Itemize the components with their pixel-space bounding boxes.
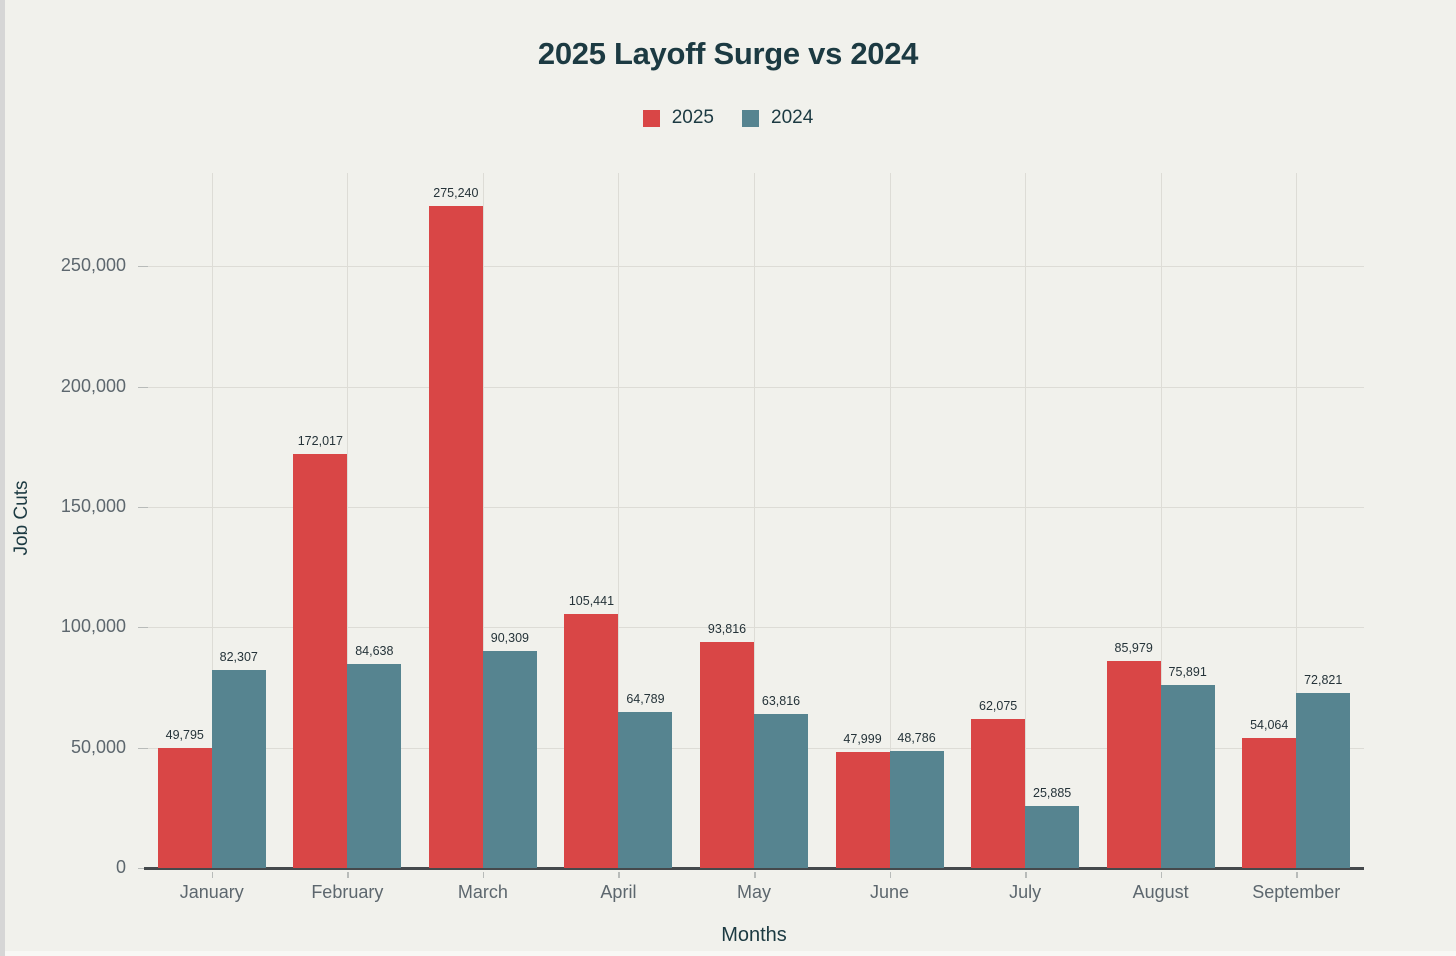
chart-legend: 2025 2024 xyxy=(0,107,1456,129)
legend-item-2024: 2024 xyxy=(742,107,813,129)
bar-2024-january xyxy=(211,669,266,868)
value-label-2025-june: 47,999 xyxy=(843,732,882,747)
x-axis-tick xyxy=(889,872,892,878)
bar-2025-january xyxy=(157,748,212,868)
value-label-2025-january: 49,795 xyxy=(165,728,204,743)
value-label-2024-july: 25,885 xyxy=(1032,785,1072,800)
value-label-2024-august: 75,891 xyxy=(1168,665,1207,680)
bar-2025-may xyxy=(700,642,754,868)
grid-line-vertical xyxy=(347,173,349,868)
x-axis-line xyxy=(144,867,1364,870)
grid-line-vertical xyxy=(754,173,755,868)
y-axis-tick xyxy=(138,266,148,268)
grid-line-vertical xyxy=(1025,173,1027,868)
bar-2024-september xyxy=(1296,692,1351,868)
grid-line-vertical xyxy=(1160,173,1162,868)
x-tick-label-july: July xyxy=(1009,882,1042,902)
x-axis-tick xyxy=(211,872,214,878)
y-tick-label: 250,000 xyxy=(60,255,126,276)
grid-line-vertical xyxy=(211,173,213,868)
legend-item-2025: 2025 xyxy=(642,107,714,129)
bar-2025-july xyxy=(971,718,1026,868)
legend-label-2024: 2024 xyxy=(771,107,814,128)
x-tick-label-june: June xyxy=(870,882,910,902)
y-tick-label: 200,000 xyxy=(60,375,126,396)
value-label-2024-september: 72,821 xyxy=(1304,672,1343,687)
x-axis-title: Months xyxy=(721,924,787,946)
grid-line-vertical xyxy=(889,173,891,868)
value-label-2025-february: 172,017 xyxy=(297,433,343,448)
grid-line-vertical xyxy=(1296,173,1298,868)
x-tick-label-april: April xyxy=(600,882,637,902)
x-tick-label-february: February xyxy=(311,882,384,902)
bar-2025-february xyxy=(293,453,348,868)
legend-swatch-2025 xyxy=(642,109,660,127)
bar-2024-april xyxy=(618,712,673,868)
y-axis-tick xyxy=(138,747,148,749)
y-tick-label: 150,000 xyxy=(60,495,126,516)
x-axis-tick xyxy=(1296,872,1298,878)
legend-label-2025: 2025 xyxy=(671,107,714,128)
plot-area: 0 50,000 100,000 150,000 200,000 250,000 Janua… xyxy=(61,170,1364,902)
y-tick-label: 0 xyxy=(115,857,126,877)
bar-2025-september xyxy=(1242,737,1297,868)
value-label-2024-june: 48,786 xyxy=(897,730,936,745)
x-axis-tick xyxy=(1160,872,1163,878)
bar-2024-may xyxy=(754,714,808,868)
x-tick-label-september: September xyxy=(1252,882,1341,902)
bar-2024-march xyxy=(482,650,537,868)
y-tick-label: 100,000 xyxy=(60,616,126,637)
x-tick-label-march: March xyxy=(457,882,508,902)
page-bottom-edge xyxy=(5,951,1456,956)
y-axis-tick xyxy=(138,868,148,869)
x-axis-tick xyxy=(618,872,620,878)
y-tick-label: 50,000 xyxy=(70,736,126,757)
x-axis-tick xyxy=(1025,872,1027,878)
value-label-2025-august: 85,979 xyxy=(1114,641,1153,656)
x-tick-label-may: May xyxy=(736,882,772,902)
value-label-2025-march: 275,240 xyxy=(433,185,479,200)
bar-2025-june xyxy=(835,752,890,868)
value-label-2024-february: 84,638 xyxy=(355,644,394,659)
x-axis-tick xyxy=(754,872,756,878)
x-tick-label-august: August xyxy=(1132,882,1189,902)
y-axis-tick xyxy=(138,627,148,629)
x-axis-tick xyxy=(347,872,349,878)
y-axis-tick xyxy=(138,386,148,388)
grid-line-vertical xyxy=(482,173,484,868)
grid-line-vertical xyxy=(618,173,620,868)
value-label-2024-may: 63,816 xyxy=(761,694,801,709)
value-label-2024-march: 90,309 xyxy=(490,630,529,645)
y-axis-title: Job Cuts xyxy=(11,480,32,556)
value-label-2025-april: 105,441 xyxy=(568,594,615,609)
page-left-edge xyxy=(0,0,5,956)
value-label-2024-january: 82,307 xyxy=(219,649,258,664)
bar-2024-august xyxy=(1160,685,1215,868)
x-axis-tick xyxy=(482,872,485,878)
bar-2025-march xyxy=(428,205,483,868)
y-axis-tick xyxy=(138,506,148,508)
value-label-2024-april: 64,789 xyxy=(626,692,665,707)
bar-2025-april xyxy=(564,614,619,868)
bar-2025-august xyxy=(1106,661,1161,868)
value-label-2025-may: 93,816 xyxy=(707,622,747,637)
value-label-2025-july: 62,075 xyxy=(978,698,1018,713)
bar-2024-february xyxy=(347,664,402,868)
bar-2024-july xyxy=(1025,805,1080,868)
x-tick-label-january: January xyxy=(179,882,244,902)
bar-2024-june xyxy=(889,750,944,868)
chart-title: 2025 Layoff Surge vs 2024 xyxy=(537,36,919,71)
value-label-2025-september: 54,064 xyxy=(1250,717,1289,732)
legend-swatch-2024 xyxy=(742,109,759,127)
